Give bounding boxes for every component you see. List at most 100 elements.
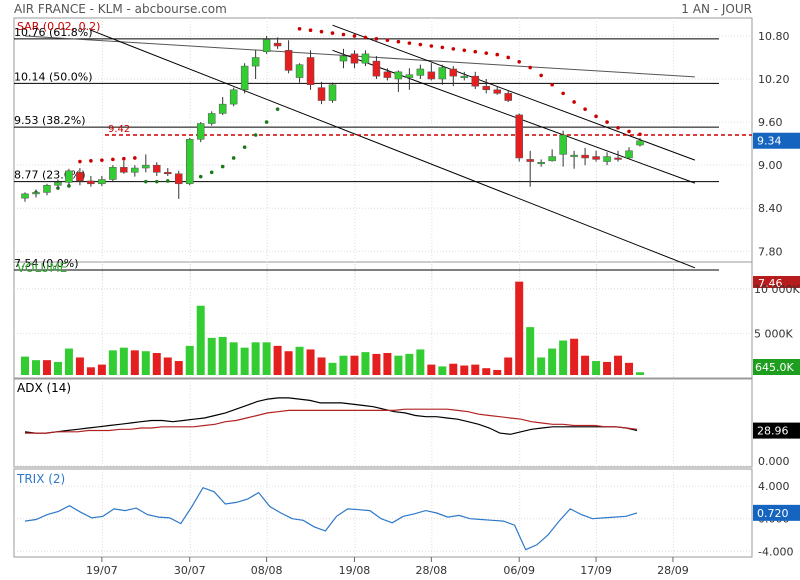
- fib-label: 10.14 (50.0%): [14, 70, 93, 83]
- volume-bar: [273, 345, 282, 375]
- volume-bar: [152, 353, 161, 375]
- candle-body: [504, 93, 512, 101]
- sar-points: [23, 26, 642, 198]
- sar-point: [341, 32, 346, 37]
- candlesticks: [21, 35, 644, 202]
- x-tick-label: 28/08: [415, 564, 447, 577]
- sar-point: [594, 114, 598, 119]
- volume-bar: [163, 357, 172, 375]
- sar-point: [627, 129, 631, 134]
- sar-point: [89, 159, 93, 163]
- sar-point: [308, 28, 313, 33]
- volume-bar: [97, 364, 106, 375]
- candle-body: [581, 154, 589, 159]
- x-tick-label: 19/07: [86, 564, 118, 577]
- volume-tick-label: 10 000K: [754, 283, 800, 296]
- chart-period: 1 AN - JOUR: [681, 2, 752, 16]
- candle-body: [185, 139, 194, 185]
- candle-body: [328, 84, 337, 101]
- candle-body: [603, 156, 611, 162]
- adx-last-label: 28.96: [757, 425, 789, 438]
- sar-point: [297, 26, 302, 31]
- trix-last-badge: [753, 504, 800, 521]
- x-tick-label: 19/08: [339, 564, 371, 577]
- candle-body: [207, 113, 216, 124]
- sar-point: [418, 42, 423, 47]
- candle-body: [240, 65, 249, 91]
- price-tick-label: 8.40: [758, 202, 783, 215]
- trix-line: [24, 486, 638, 551]
- sar-point: [165, 179, 170, 183]
- sar-point: [561, 91, 565, 96]
- volume-bar: [229, 342, 238, 375]
- candle-body: [416, 68, 425, 76]
- x-tick-label: 30/07: [174, 564, 206, 577]
- candle-body: [21, 193, 29, 199]
- volume-bar: [218, 336, 227, 375]
- sar-point: [385, 38, 390, 43]
- sar-point: [550, 82, 554, 87]
- candle-body: [471, 75, 480, 87]
- candle-body: [460, 75, 469, 78]
- sar-point: [396, 39, 401, 44]
- date-axis: 19/07 30/07 08/08 19/08 28/08 06/09 17/09 28/09: [86, 557, 689, 577]
- sar-point: [429, 44, 434, 48]
- candle-body: [515, 114, 523, 159]
- volume-bar: [625, 362, 634, 375]
- trix-tick-label: -4.000: [758, 545, 793, 558]
- adx-signal-line: [25, 408, 638, 434]
- volume-bar: [119, 347, 128, 375]
- candle-body: [120, 167, 128, 173]
- volume-bar: [559, 340, 568, 375]
- price-tick-label: 10.80: [758, 30, 790, 43]
- volume-bar: [53, 361, 62, 375]
- volume-tick-label: 5 000K: [754, 327, 793, 340]
- sar-point: [67, 184, 71, 188]
- volume-bar: [416, 349, 425, 375]
- candle-body: [559, 134, 567, 155]
- candle-body: [361, 53, 370, 64]
- sar-point: [451, 47, 456, 51]
- last-price-badge: [753, 132, 800, 149]
- trix-gridlines: [14, 469, 752, 557]
- adx-axis: 0.000 28.96: [753, 422, 800, 468]
- sar-point: [407, 41, 412, 45]
- sar-point: [231, 156, 236, 160]
- fib-label: 7.54 (0.0%): [14, 257, 79, 270]
- sar-point: [539, 73, 543, 78]
- sar-point: [111, 157, 115, 162]
- price-tick-label: 10.20: [758, 73, 790, 86]
- x-tick-label: 06/09: [503, 564, 535, 577]
- prev-price-badge: [753, 276, 800, 288]
- candle-body: [339, 55, 348, 62]
- volume-bar: [75, 357, 84, 375]
- candle-body: [284, 50, 293, 71]
- volume-bar: [174, 361, 183, 375]
- volume-bar: [86, 367, 95, 375]
- sar-point: [330, 31, 335, 35]
- trendline: [90, 29, 696, 269]
- volume-bar: [636, 372, 644, 375]
- volume-bar: [207, 337, 216, 375]
- candle-body: [196, 123, 205, 140]
- candle-body: [493, 89, 501, 94]
- candle-body: [295, 64, 304, 78]
- last-price-label: 9.34: [757, 135, 782, 148]
- candle-body: [251, 57, 260, 67]
- price-tick-label: 9.00: [758, 159, 783, 172]
- adx-lines: [24, 397, 638, 435]
- sar-point: [363, 35, 368, 40]
- candle-body: [153, 164, 161, 173]
- candle-body: [449, 68, 458, 77]
- sar-point: [78, 159, 82, 164]
- volume-bar: [196, 305, 205, 375]
- candle-body: [383, 71, 392, 78]
- candle-body: [614, 157, 622, 160]
- sar-point: [242, 145, 247, 150]
- last-volume-label: 645.0K: [755, 361, 794, 374]
- candle-body: [427, 71, 436, 80]
- trendline: [332, 24, 696, 161]
- volume-legend: VOLUME: [17, 261, 67, 275]
